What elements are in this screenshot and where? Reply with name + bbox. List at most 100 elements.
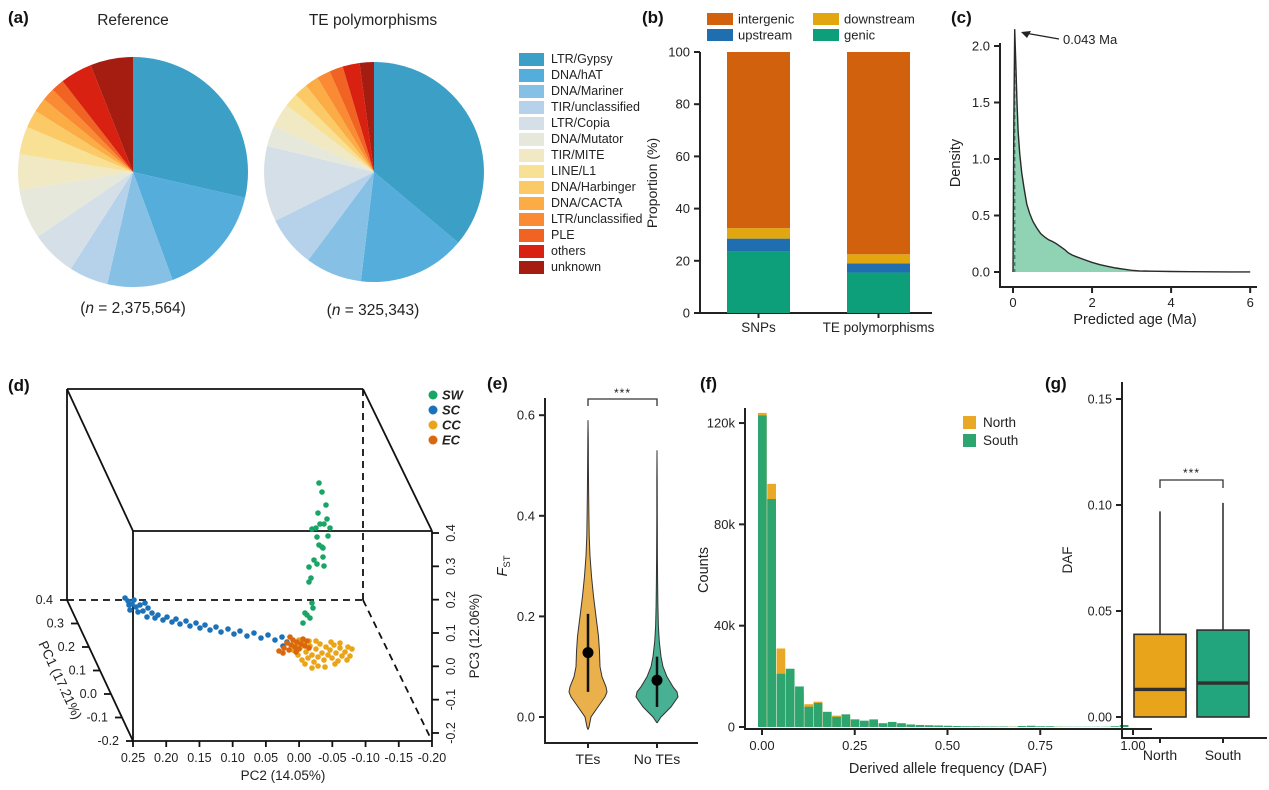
- significance-bracket: [587, 398, 658, 406]
- pie-te-caption: (n = 325,343): [326, 302, 420, 319]
- y-axis-title: Density: [948, 138, 964, 187]
- bar-segment-upstream: [727, 238, 790, 252]
- axis-text: 0.00: [749, 738, 774, 753]
- hist-bar-south: [822, 711, 832, 727]
- pie-slice-DNA/CACTA: [35, 99, 133, 172]
- axis-text: 20: [676, 253, 690, 268]
- hist-bar-south: [795, 686, 804, 727]
- point-SW: [320, 554, 326, 560]
- hist-bar-south: [915, 724, 925, 727]
- pc3-tick-label: 0.3: [444, 558, 458, 575]
- hist-bar-south: [1045, 726, 1055, 727]
- legend-swatch: [519, 132, 544, 146]
- pc2-tick-label: -0.20: [418, 751, 447, 765]
- point-SW: [324, 516, 330, 522]
- hist-bar-south: [1110, 726, 1120, 727]
- legend-swatch: [519, 100, 544, 114]
- legend-item: DNA/CACTA: [519, 195, 642, 211]
- hist-bar-south: [952, 725, 962, 727]
- hist-bar-south: [804, 706, 814, 727]
- legend-item: DNA/Mariner: [519, 83, 642, 99]
- point-SC: [237, 628, 243, 634]
- point-SW: [306, 579, 312, 585]
- point-CC: [347, 653, 353, 659]
- panel-c-label: (c): [951, 8, 972, 27]
- point-SC: [140, 608, 146, 614]
- legend-label: TIR/unclassified: [551, 99, 640, 114]
- legend-swatch: [519, 228, 544, 242]
- legend-label: LTR/unclassified: [551, 211, 643, 226]
- legend-swatch: [519, 148, 544, 162]
- legend-item: unknown: [519, 259, 642, 275]
- pc3-axis-title: PC3 (12.06%): [467, 594, 482, 679]
- point-SW: [321, 521, 327, 527]
- legend-label-North: North: [983, 415, 1016, 430]
- pie-slice-TIR/MITE: [273, 105, 374, 172]
- bar-segment-intergenic: [847, 52, 910, 255]
- hist-bar-south: [934, 725, 943, 727]
- legend-label-SC: SC: [442, 403, 461, 418]
- point-SW: [314, 534, 320, 540]
- axis-text: 4: [1168, 295, 1175, 310]
- pc2-tick-label: -0.15: [385, 751, 414, 765]
- axis-text: 0.50: [935, 738, 960, 753]
- bar-segment-downstream: [847, 254, 910, 264]
- point-SC: [187, 623, 193, 629]
- y-axis-title-fst: FST: [495, 555, 513, 576]
- pc1-tick-label: 0.1: [69, 664, 86, 678]
- hist-bar-south: [832, 716, 841, 727]
- cube-edge: [362, 388, 433, 532]
- point-EC: [280, 650, 286, 656]
- point-SC: [272, 637, 278, 643]
- axis-text: 2: [1088, 295, 1095, 310]
- pie-slice-unknown: [359, 62, 374, 172]
- bar-segment-genic: [727, 251, 790, 313]
- point-SC: [213, 624, 219, 630]
- point-CC: [337, 645, 343, 651]
- legend-item: TIR/MITE: [519, 147, 642, 163]
- legend-label: PLE: [551, 227, 575, 242]
- point-SW: [317, 521, 323, 527]
- pie-slice-LTR/Copia: [37, 172, 133, 269]
- pie-chart-reference: [18, 57, 248, 287]
- legend-label: downstream: [844, 12, 915, 27]
- legend-swatch-North: [963, 416, 976, 429]
- pc2-tick-label: 0.25: [121, 751, 145, 765]
- hist-bar-south: [1017, 725, 1027, 727]
- point-CC: [328, 639, 334, 645]
- point-SW: [313, 525, 319, 531]
- pie-reference-title: Reference: [97, 12, 169, 29]
- point-SC: [164, 614, 170, 620]
- point-EC: [304, 638, 310, 644]
- point-SW: [307, 615, 313, 621]
- legend-label-EC: EC: [442, 433, 461, 448]
- hist-bar-south: [943, 725, 953, 727]
- hist-bar-south: [841, 714, 851, 727]
- annotation-arrow: [1024, 32, 1060, 40]
- axis-text: 1.0: [972, 152, 990, 167]
- point-CC: [315, 654, 321, 660]
- point-SC: [149, 610, 155, 616]
- axis-text: 0.2: [517, 609, 535, 624]
- point-SC: [144, 614, 150, 620]
- point-CC: [317, 641, 323, 647]
- point-CC: [313, 638, 319, 644]
- genomic-context-bar-chart: 0 20 40 60 80 100 Proportion (%) SNPs TE polymor…: [644, 12, 935, 336]
- pc2-tick-label: 0.10: [220, 751, 244, 765]
- legend-swatch-downstream: [813, 13, 839, 25]
- hist-bar-south: [924, 725, 934, 727]
- point-CC: [339, 653, 345, 659]
- pc2-tick-label: 0.00: [287, 751, 311, 765]
- hist-bar-south: [962, 726, 971, 727]
- point-SW: [311, 557, 317, 563]
- point-EC: [281, 645, 287, 651]
- point-SW: [316, 480, 322, 486]
- axis-text: 0.6: [517, 408, 535, 423]
- hist-bar-south: [897, 723, 906, 727]
- point-EC: [287, 634, 293, 640]
- axis-text: 0.75: [1028, 738, 1053, 753]
- legend-swatch: [519, 180, 544, 194]
- legend-label-SW: SW: [442, 388, 465, 403]
- legend-label: intergenic: [738, 12, 795, 27]
- point-CC: [342, 649, 348, 655]
